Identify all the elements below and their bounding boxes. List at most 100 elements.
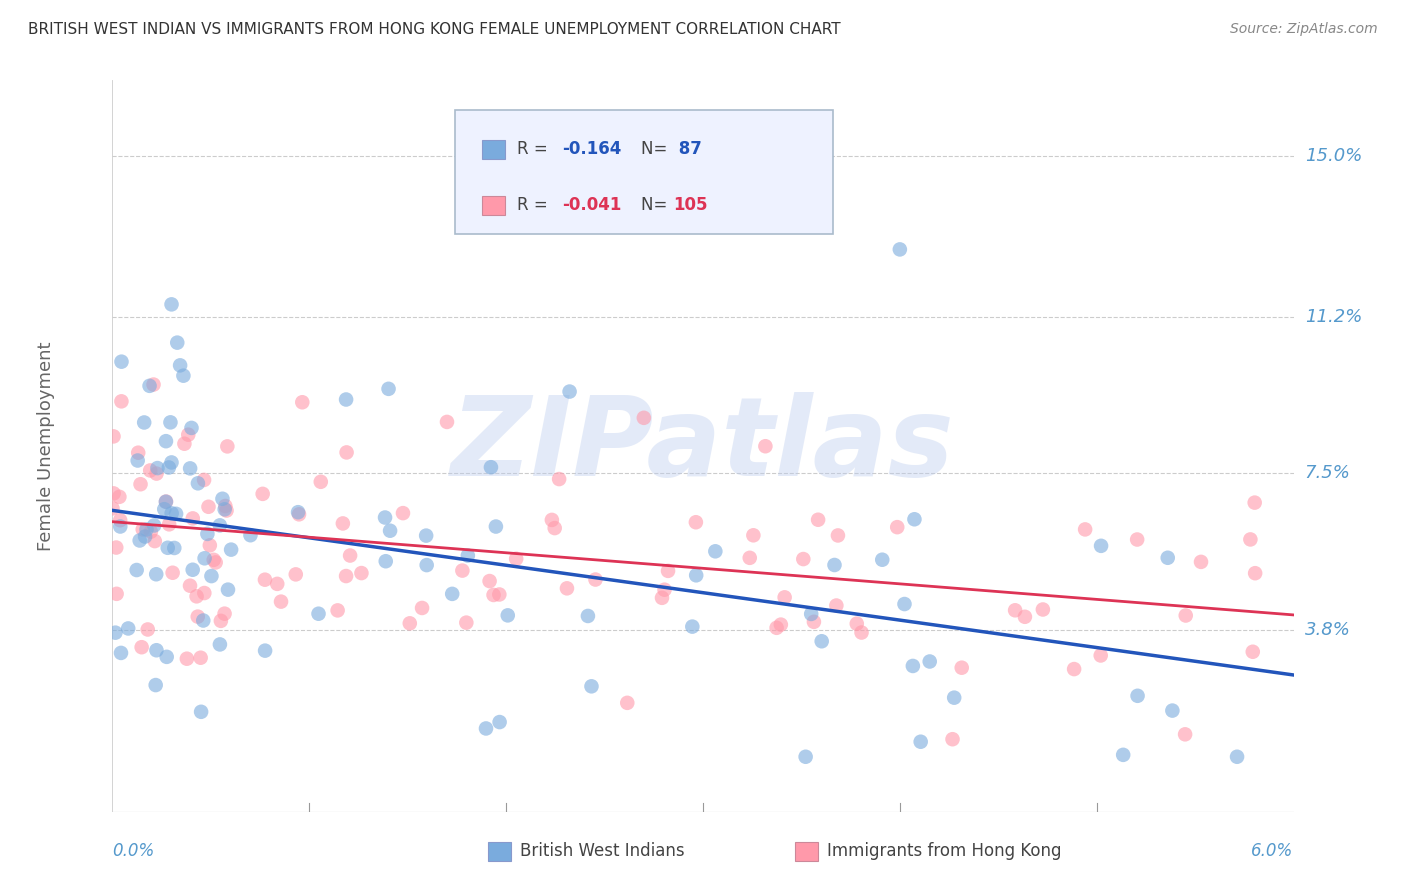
Point: [889, 243, 911, 257]
Point: [187, 609, 209, 624]
Point: [125, 563, 148, 577]
Point: [193, 586, 215, 600]
FancyBboxPatch shape: [796, 842, 818, 861]
Point: [134, 416, 156, 430]
Point: [1126, 689, 1149, 703]
Point: [807, 513, 830, 527]
Point: [101, 501, 124, 516]
Point: [488, 587, 510, 601]
Point: [918, 655, 941, 669]
Point: [153, 502, 176, 516]
Point: [392, 506, 415, 520]
Point: [215, 503, 238, 517]
Point: [482, 588, 505, 602]
Point: [851, 625, 873, 640]
Point: [581, 679, 603, 693]
Point: [544, 521, 567, 535]
Point: [173, 436, 195, 450]
Point: [1063, 662, 1085, 676]
Text: 7.5%: 7.5%: [1305, 465, 1351, 483]
Point: [415, 528, 437, 542]
Point: [1226, 749, 1249, 764]
FancyBboxPatch shape: [482, 196, 505, 215]
Point: [181, 511, 204, 525]
Point: [214, 607, 236, 621]
Point: [1189, 555, 1212, 569]
Point: [308, 607, 330, 621]
Point: [159, 415, 181, 429]
Point: [288, 508, 311, 522]
Point: [335, 392, 357, 407]
Point: [143, 518, 166, 533]
Point: [633, 410, 655, 425]
Point: [374, 510, 396, 524]
Point: [200, 569, 222, 583]
Point: [685, 568, 707, 582]
Point: [162, 566, 184, 580]
Point: [179, 461, 201, 475]
Point: [291, 395, 314, 409]
Point: [145, 678, 167, 692]
Text: -0.164: -0.164: [562, 140, 621, 158]
FancyBboxPatch shape: [488, 842, 510, 861]
Point: [172, 368, 194, 383]
Point: [792, 552, 814, 566]
Point: [146, 461, 169, 475]
Point: [190, 705, 212, 719]
Point: [374, 554, 396, 568]
Point: [209, 614, 232, 628]
Point: [769, 617, 792, 632]
Point: [398, 616, 420, 631]
Point: [824, 558, 846, 572]
Point: [616, 696, 638, 710]
Point: [253, 573, 276, 587]
Point: [765, 621, 787, 635]
Point: [139, 524, 162, 539]
Point: [110, 646, 132, 660]
Point: [208, 637, 231, 651]
Point: [155, 434, 177, 449]
Text: 3.8%: 3.8%: [1305, 621, 1351, 639]
Point: [180, 421, 202, 435]
Point: [505, 551, 527, 566]
Text: Immigrants from Hong Kong: Immigrants from Hong Kong: [828, 842, 1062, 860]
Point: [110, 519, 132, 533]
Point: [773, 591, 796, 605]
Point: [754, 439, 776, 453]
Point: [202, 553, 225, 567]
Point: [742, 528, 765, 542]
Text: Female Unemployment: Female Unemployment: [37, 342, 55, 550]
Point: [794, 749, 817, 764]
FancyBboxPatch shape: [482, 139, 505, 159]
Point: [1032, 602, 1054, 616]
Point: [1239, 533, 1261, 547]
FancyBboxPatch shape: [456, 110, 832, 234]
Text: R =: R =: [517, 140, 553, 158]
Point: [105, 541, 128, 555]
Point: [441, 587, 464, 601]
Point: [411, 601, 433, 615]
Point: [657, 564, 679, 578]
Point: [160, 455, 183, 469]
Point: [198, 538, 221, 552]
Point: [135, 523, 157, 537]
Point: [193, 473, 215, 487]
Point: [194, 551, 217, 566]
Point: [800, 607, 823, 621]
Point: [1090, 539, 1112, 553]
Point: [252, 487, 274, 501]
Point: [138, 379, 160, 393]
Text: 87: 87: [672, 140, 702, 158]
Point: [738, 550, 761, 565]
Point: [654, 582, 676, 597]
Point: [145, 567, 167, 582]
Point: [108, 513, 131, 527]
Point: [496, 608, 519, 623]
Point: [456, 615, 478, 630]
Point: [270, 594, 292, 608]
Point: [105, 587, 128, 601]
Point: [1090, 648, 1112, 663]
Point: [176, 651, 198, 665]
Point: [827, 528, 849, 542]
Point: [129, 477, 152, 491]
